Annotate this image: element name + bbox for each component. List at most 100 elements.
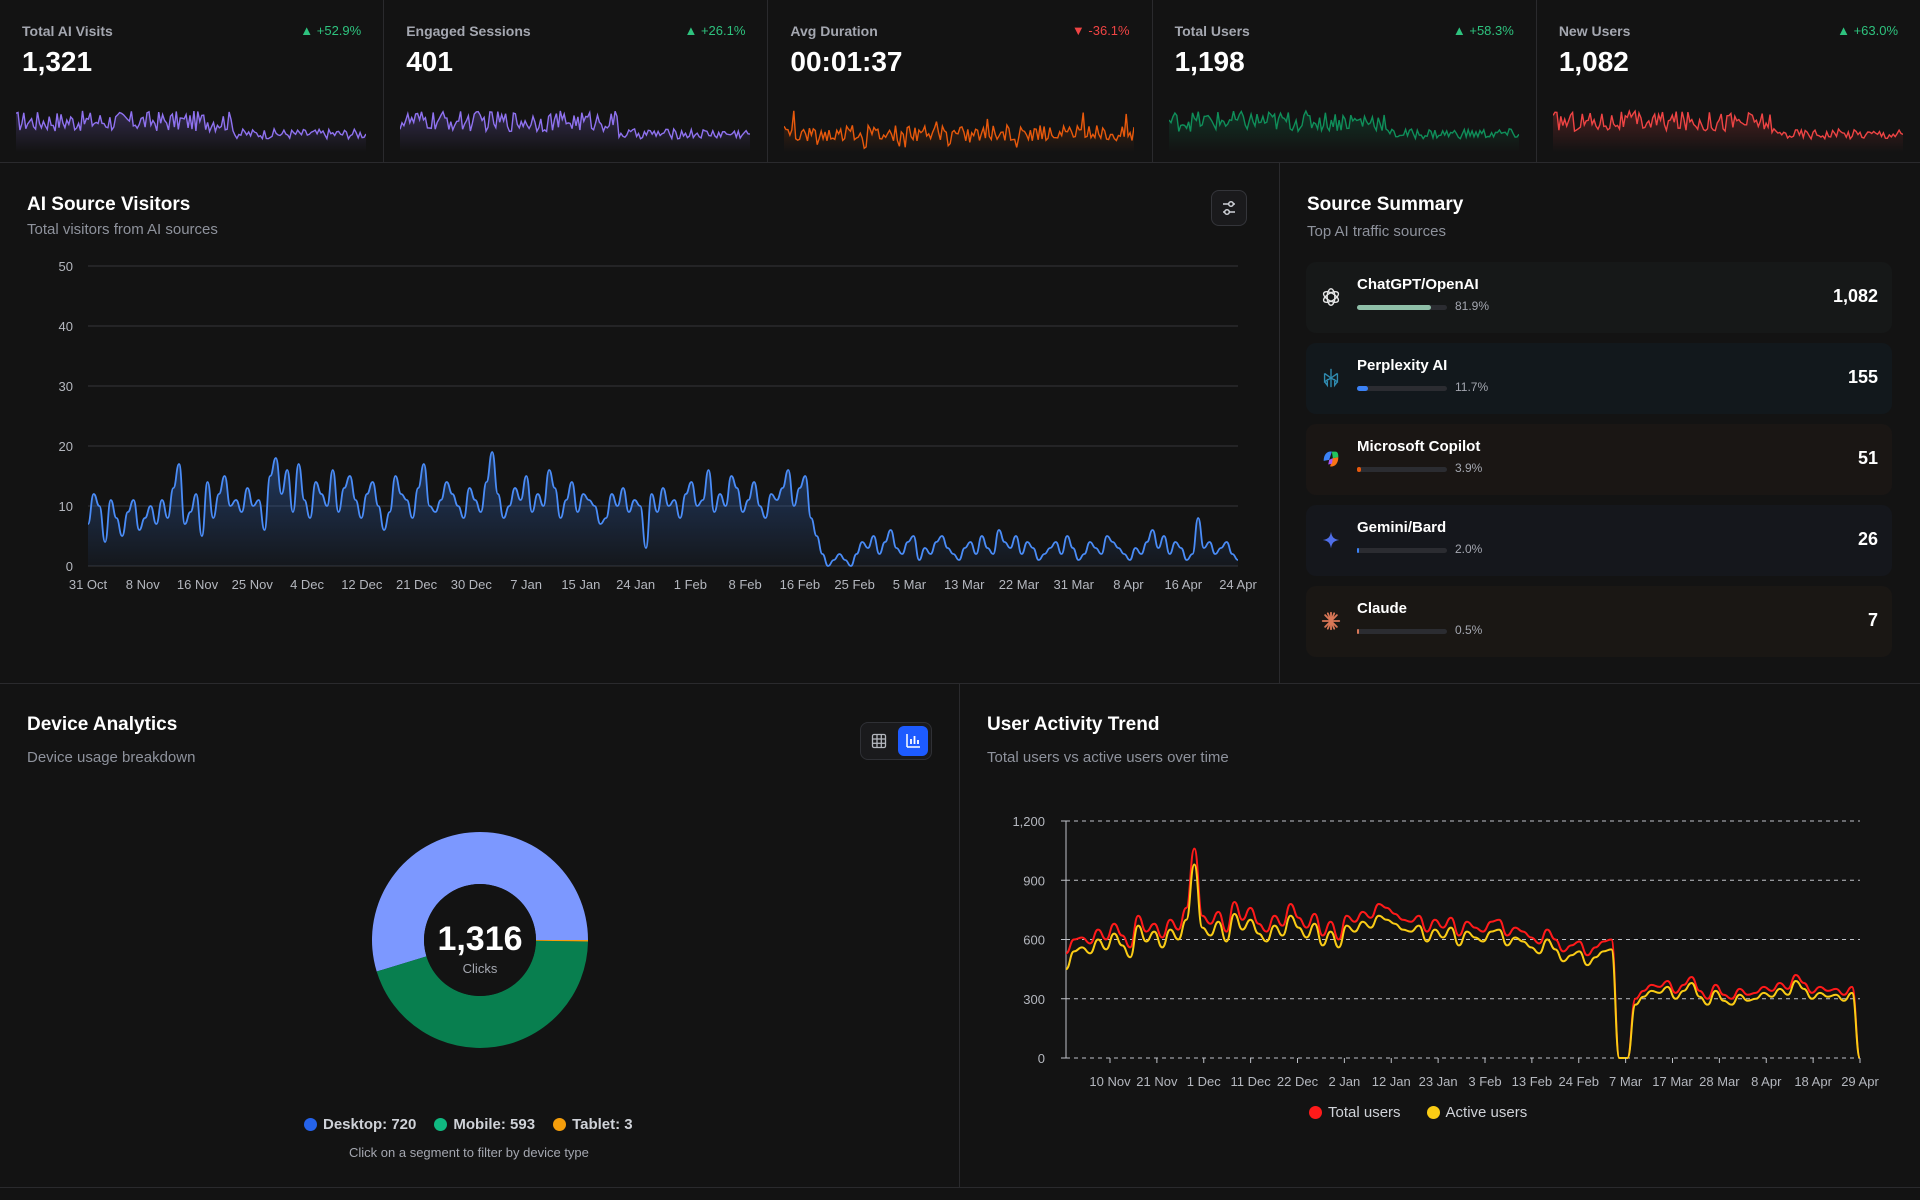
kpi-value: 1,082 [1558, 46, 1629, 77]
x-tick-label: 24 Jan [616, 577, 655, 592]
source-progress [1357, 467, 1447, 472]
copilot-logo-icon [1323, 451, 1339, 467]
x-tick-label: 18 Apr [1794, 1074, 1832, 1089]
kpi-title: Engaged Sessions [406, 23, 531, 39]
legend-mobile[interactable]: Mobile: 593 [434, 1116, 535, 1133]
source-count: 1,082 [1832, 286, 1878, 306]
x-tick-label: 16 Feb [780, 577, 820, 592]
kpi-change: ▲ +58.3% [1452, 23, 1514, 38]
x-tick-label: 10 Nov [1089, 1074, 1131, 1089]
table-icon [871, 733, 887, 749]
device-hint: Click on a segment to filter by device t… [349, 1145, 589, 1160]
kpi-row: Total AI Visits ▲ +52.9% 1,321 Engaged S… [0, 0, 1920, 163]
user-activity-title: User Activity Trend [987, 714, 1160, 735]
device-analytics-title: Device Analytics [27, 714, 178, 735]
source-name: Microsoft Copilot [1357, 438, 1481, 455]
source-percent: 81.9% [1455, 299, 1490, 313]
donut-total: 1,316 [437, 920, 522, 958]
triangle-up-icon: ▲ [300, 23, 314, 38]
x-tick-label: 22 Dec [1277, 1074, 1319, 1089]
sparkline-line [400, 109, 751, 141]
kpi-sparkline [400, 109, 751, 152]
source-count: 155 [1847, 367, 1878, 387]
device-donut-chart[interactable]: 1,316 Clicks [360, 820, 600, 1060]
donut-hole [424, 884, 536, 996]
x-tick-label: 3 Feb [1468, 1074, 1501, 1089]
donut-slice-desktop[interactable] [372, 832, 588, 972]
source-progress [1357, 305, 1447, 310]
source-percent: 11.7% [1455, 380, 1489, 394]
x-tick-label: 17 Mar [1652, 1074, 1693, 1089]
ai-visitors-chart[interactable]: 0 10 20 30 40 50 31 Oct 8 Nov 16 Nov 25 Nov 4 Dec 1… [20, 245, 1270, 595]
x-tick-label: 7 Jan [510, 577, 542, 592]
donut-total-label: Clicks [463, 961, 498, 976]
legend-active-users[interactable]: Active users [1426, 1104, 1527, 1121]
kpi-card-total-ai-visits[interactable]: Total AI Visits ▲ +52.9% 1,321 [0, 0, 385, 162]
donut-slice-tablet[interactable] [535, 940, 588, 942]
source-item-gemini[interactable]: Gemini/Bard 2.0% 26 [1306, 505, 1892, 576]
source-name: Claude [1357, 600, 1408, 617]
kpi-card-total-users[interactable]: Total Users ▲ +58.3% 1,198 [1153, 0, 1537, 162]
x-tick-label: 2 Jan [1328, 1074, 1360, 1089]
source-item-copilot[interactable]: Microsoft Copilot 3.9% 51 [1306, 424, 1892, 495]
source-item-claude[interactable]: Claude 0.5% 7 [1306, 586, 1892, 657]
source-name: Perplexity AI [1357, 357, 1448, 374]
x-tick-label: 8 Feb [729, 577, 762, 592]
kpi-card-engaged-sessions[interactable]: Engaged Sessions ▲ +26.1% 401 [384, 0, 769, 162]
source-item-perplexity[interactable]: Perplexity AI 11.7% 155 [1306, 343, 1892, 414]
y-tick-label: 900 [1023, 873, 1045, 888]
openai-logo-icon [1322, 288, 1340, 306]
perplexity-logo-icon [1323, 368, 1339, 388]
kpi-sparkline [16, 110, 366, 152]
legend-dot [304, 1118, 317, 1131]
legend-desktop[interactable]: Desktop: 720 [304, 1116, 416, 1133]
source-progress-fill [1357, 305, 1431, 310]
source-percent: 3.9% [1455, 461, 1483, 475]
x-tick-label: 31 Mar [1053, 577, 1094, 592]
user-activity-chart[interactable]: 0 300 600 900 1,200 10 Nov 21 Nov 1 Dec 11 Dec 22… [980, 800, 1900, 1090]
y-tick-label: 20 [59, 439, 73, 454]
filter-button[interactable] [1211, 190, 1247, 226]
activity-legend: Total users Active users [1309, 1104, 1527, 1121]
x-tick-label: 22 Mar [999, 577, 1040, 592]
kpi-change: ▲ +26.1% [684, 23, 746, 38]
x-tick-label: 12 Dec [341, 577, 383, 592]
sliders-icon [1223, 200, 1235, 216]
x-tick-label: 11 Dec [1231, 1074, 1272, 1089]
y-tick-label: 600 [1023, 933, 1045, 948]
legend-dot [1309, 1106, 1322, 1119]
triangle-down-icon: ▼ [1071, 23, 1085, 38]
x-tick-label: 8 Apr [1113, 577, 1144, 592]
sparkline-area [400, 110, 751, 152]
donut-slice-mobile[interactable] [376, 940, 588, 1048]
kpi-card-avg-duration[interactable]: Avg Duration ▼ -36.1% 00:01:37 [768, 0, 1153, 162]
kpi-title: Total AI Visits [22, 23, 113, 39]
x-tick-label: 31 Oct [69, 577, 108, 592]
x-tick-label: 8 Apr [1751, 1074, 1782, 1089]
source-percent: 2.0% [1455, 542, 1483, 556]
y-tick-label: 300 [1023, 992, 1045, 1007]
table-view-button[interactable] [864, 726, 894, 756]
legend-dot [1426, 1106, 1440, 1119]
kpi-card-new-users[interactable]: New Users ▲ +63.0% 1,082 [1537, 0, 1920, 162]
divider [959, 684, 960, 1187]
kpi-value: 1,198 [1174, 46, 1245, 77]
kpi-sparkline [1552, 108, 1903, 152]
x-tick-label: 4 Dec [290, 577, 324, 592]
series-line-active-users [1065, 863, 1861, 1059]
view-toggle [860, 722, 932, 760]
chart-view-button[interactable] [898, 726, 928, 756]
source-item-chatgpt[interactable]: ChatGPT/OpenAI 81.9% 1,082 [1306, 262, 1892, 333]
sparkline-line [1552, 108, 1903, 141]
kpi-sparkline [1168, 109, 1519, 152]
ai-visitors-subtitle: Total visitors from AI sources [27, 221, 218, 238]
visitors-area [88, 452, 1238, 566]
triangle-up-icon: ▲ [1837, 23, 1850, 38]
sparkline-line [16, 110, 366, 141]
y-tick-label: 40 [59, 319, 73, 334]
y-tick-label: 0 [1038, 1051, 1045, 1066]
legend-tablet[interactable]: Tablet: 3 [553, 1116, 633, 1133]
triangle-up-icon: ▲ [1452, 23, 1466, 38]
device-analytics-subtitle: Device usage breakdown [27, 749, 196, 766]
legend-total-users[interactable]: Total users [1309, 1104, 1401, 1121]
